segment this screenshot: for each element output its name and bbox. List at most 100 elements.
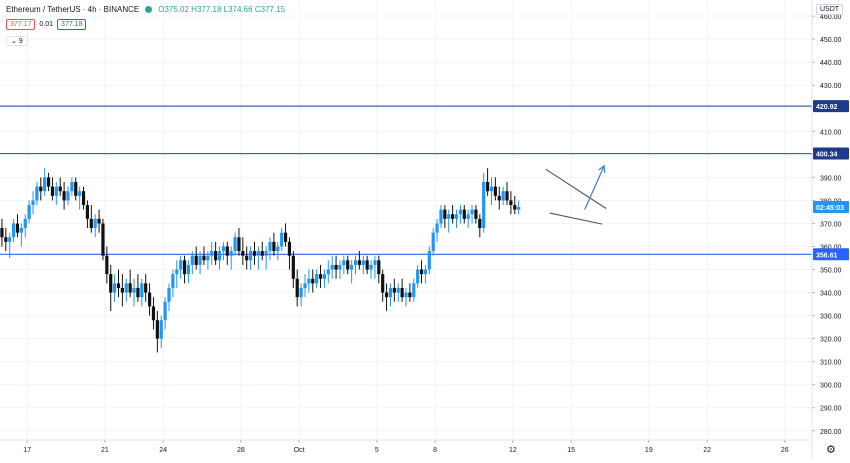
candle-up — [264, 251, 268, 256]
candle-down — [485, 181, 490, 192]
candle-up — [167, 287, 171, 302]
trendline-lower — [549, 212, 603, 225]
symbol-legend: Ethereum / TetherUS · 4h · BINANCE O375.… — [6, 5, 285, 14]
candle-down — [505, 191, 509, 201]
candle-up — [423, 269, 428, 275]
candle-up — [447, 214, 451, 219]
candle-up — [338, 264, 342, 270]
indicators-toggle[interactable]: ⌄ 9 — [6, 36, 28, 46]
open-value: O375.02 — [158, 5, 189, 14]
candle-down — [287, 241, 292, 256]
candle-up — [501, 191, 505, 201]
candle-down — [272, 241, 276, 252]
candle-up — [11, 223, 16, 238]
drawings — [545, 164, 607, 225]
candle-down — [194, 255, 198, 265]
arrow-head-icon — [598, 164, 606, 173]
candle-up — [404, 292, 408, 298]
candle-up — [276, 246, 280, 252]
price-labels: 420.92 400.34 356.61 02:45:03 — [813, 100, 849, 261]
currency-selector[interactable]: USDT — [816, 4, 844, 15]
sell-price-button[interactable]: 377.17 — [6, 19, 36, 30]
candle-down — [58, 186, 62, 192]
price-tick-label: 310.00 — [820, 360, 842, 367]
candle-up — [93, 218, 97, 229]
bid-ask-panel: 377.17 0.01 377.18 — [6, 19, 87, 30]
price-tick-label: 370.00 — [820, 221, 842, 228]
candle-up — [210, 251, 214, 256]
candle-down — [147, 292, 152, 307]
candle-up — [350, 264, 354, 270]
candle-up — [326, 269, 330, 275]
candle-up — [35, 186, 39, 201]
time-tick-label: 5 — [375, 447, 379, 454]
candle-up — [229, 251, 233, 256]
candle-up — [315, 274, 319, 284]
candle-down — [451, 214, 455, 219]
horizontal-levels — [0, 105, 812, 255]
candle-up — [361, 260, 365, 265]
candle-down — [260, 251, 264, 256]
candle-up — [175, 269, 179, 275]
price-tick-label: 450.00 — [820, 37, 842, 44]
candle-down — [81, 191, 86, 206]
price-tick-label: 430.00 — [820, 83, 842, 90]
arrow-line — [584, 165, 605, 210]
indicators-count: 9 — [18, 38, 23, 45]
candle-down — [116, 283, 121, 288]
candle-up — [54, 186, 58, 196]
level-price-label: 420.92 — [816, 104, 838, 111]
candle-down — [182, 260, 187, 275]
candle-down — [392, 287, 396, 293]
level-price-label-box — [813, 100, 849, 113]
candle-down — [419, 269, 424, 275]
candle-up — [427, 251, 431, 270]
candle-down — [478, 218, 482, 229]
candle-down — [493, 186, 497, 196]
price-tick-label: 360.00 — [820, 244, 842, 251]
candle-up — [70, 181, 74, 192]
price-tick-label: 330.00 — [820, 314, 842, 321]
candle-down — [384, 292, 389, 298]
candle-down — [400, 287, 404, 298]
time-tick-label: 22 — [703, 447, 711, 454]
buy-price-button[interactable]: 377.18 — [57, 19, 87, 30]
candle-down — [155, 320, 159, 339]
candle-down — [128, 283, 132, 293]
candle-down — [225, 246, 229, 256]
candle-up — [369, 264, 373, 270]
time-tick-label: 19 — [645, 447, 653, 454]
time-tick-label: Oct — [294, 447, 305, 454]
candle-up — [280, 232, 284, 247]
candle-up — [396, 287, 400, 293]
candle-up — [307, 278, 311, 284]
chevron-down-icon: ⌄ — [11, 38, 17, 45]
high-value: H377.18 — [191, 5, 222, 14]
symbol-title[interactable]: Ethereum / TetherUS · 4h · BINANCE — [6, 5, 140, 14]
candle-down — [474, 209, 478, 219]
candle-down — [245, 255, 249, 261]
candle-up — [27, 205, 31, 219]
trendline-upper — [545, 168, 607, 209]
candle-up — [489, 186, 494, 192]
candle-up — [186, 264, 191, 275]
candle-down — [151, 306, 156, 321]
candle-up — [217, 251, 222, 261]
candle-down — [0, 228, 4, 238]
gear-icon[interactable]: ⚙ — [826, 444, 836, 456]
candle-down — [408, 292, 412, 298]
candle-down — [509, 200, 513, 206]
candle-up — [233, 237, 237, 252]
candle-up — [113, 283, 117, 293]
candle-down — [252, 251, 257, 256]
candle-down — [74, 181, 78, 196]
candle-up — [388, 287, 393, 298]
candle-up — [198, 255, 202, 265]
candle-up — [416, 269, 420, 284]
candle-down — [120, 287, 124, 293]
close-value: C377.15 — [254, 5, 286, 14]
price-tick-label: 440.00 — [820, 60, 842, 67]
candle-up — [482, 181, 486, 229]
